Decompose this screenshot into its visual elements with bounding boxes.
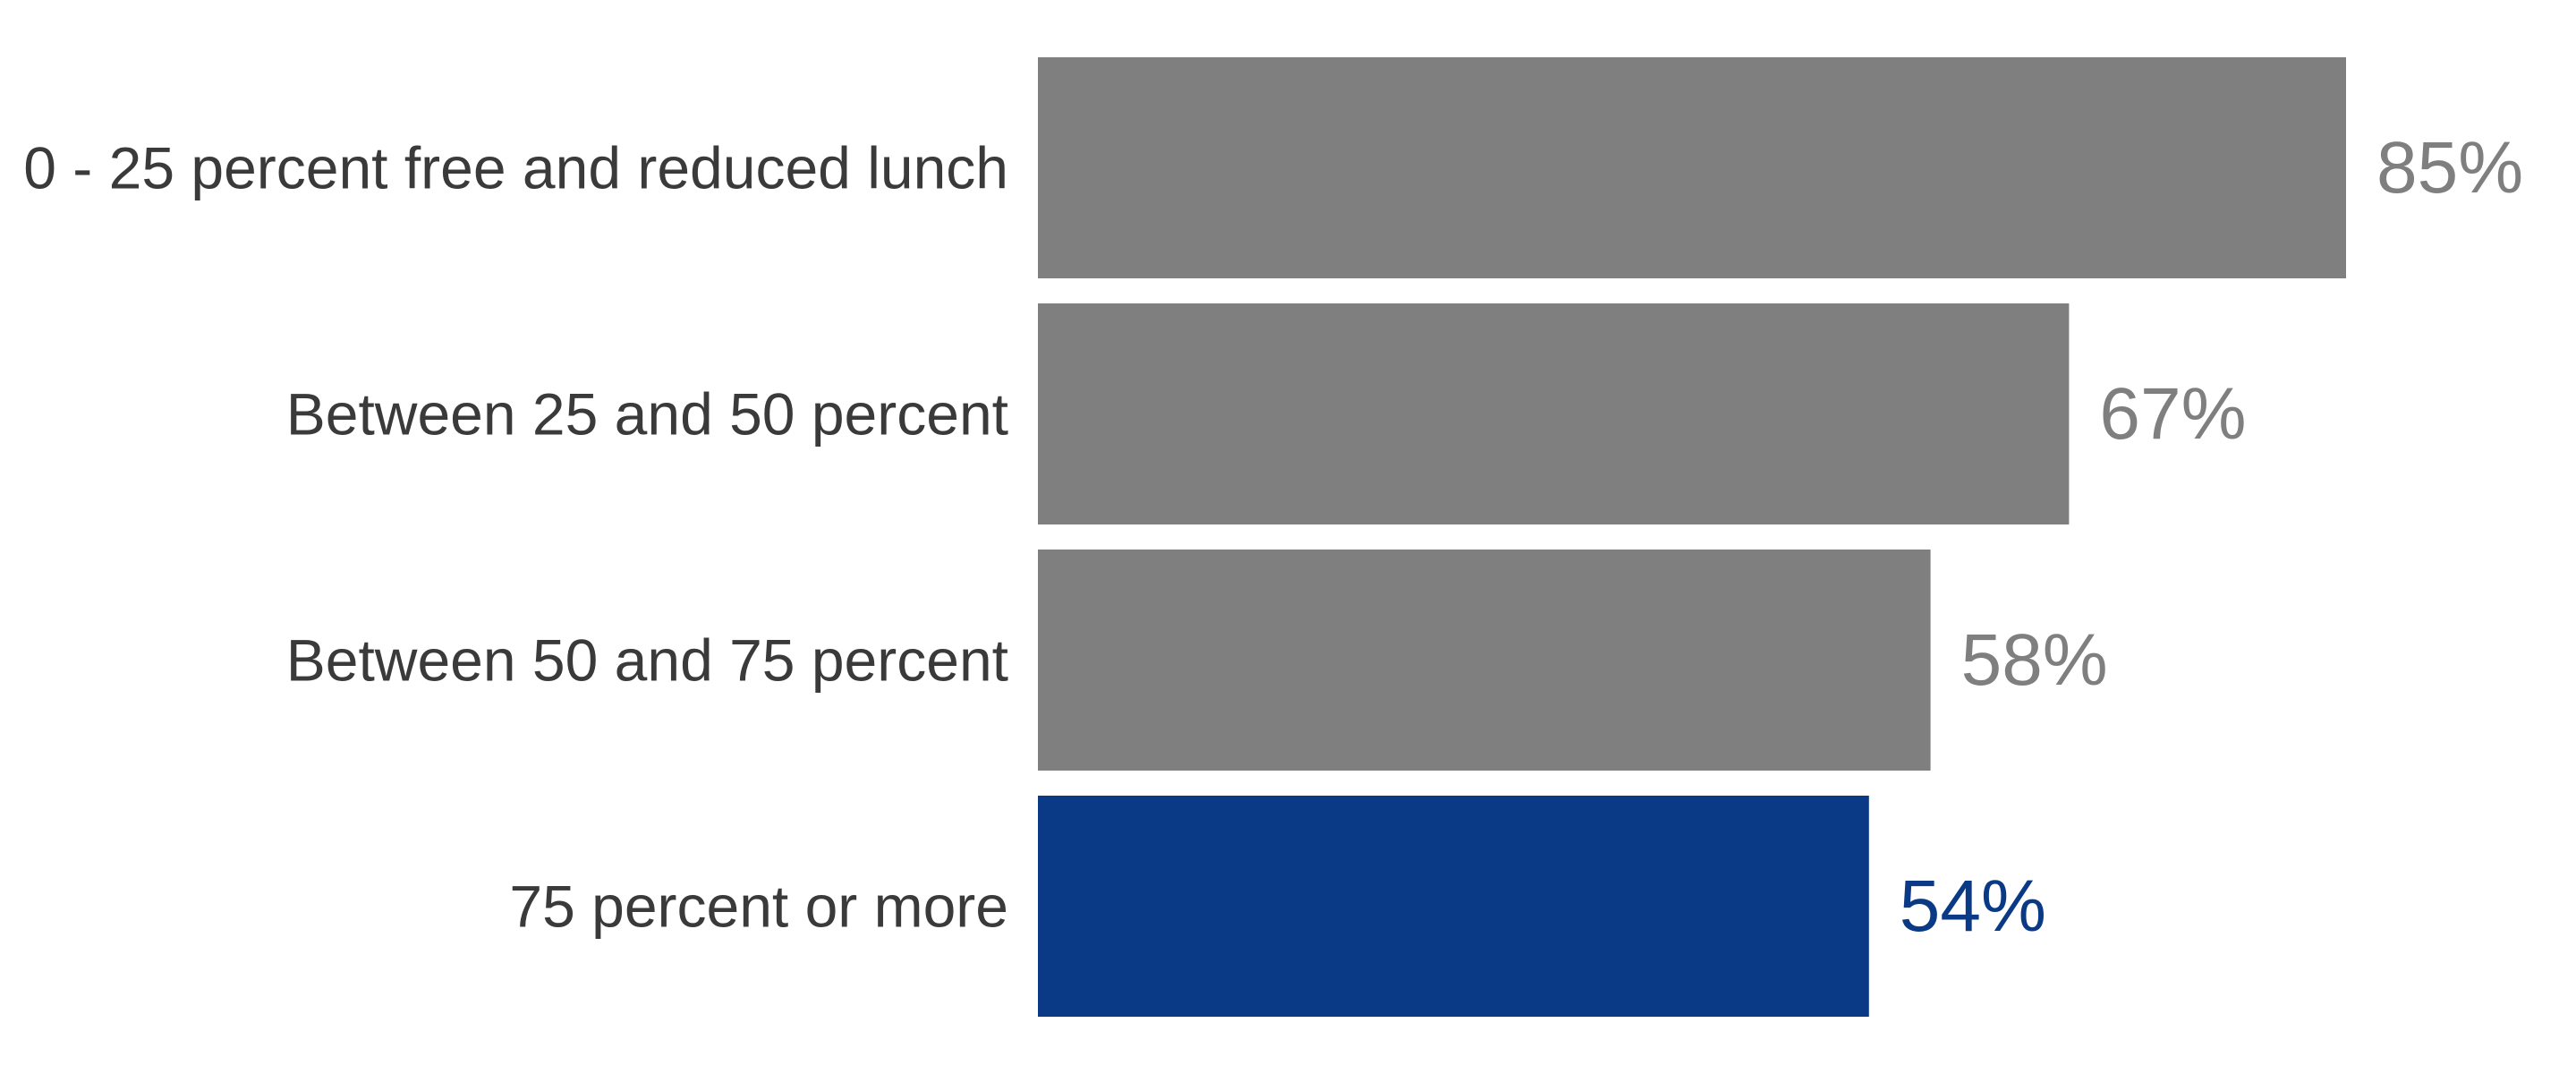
category-label-2: Between 25 and 50 percent xyxy=(286,381,1008,448)
bar-1 xyxy=(1038,57,2346,278)
value-label-1: 85% xyxy=(2376,127,2523,209)
bar-group xyxy=(1038,57,2346,1017)
category-label-4: 75 percent or more xyxy=(509,874,1008,940)
bar-3 xyxy=(1038,550,1931,771)
value-label-3: 58% xyxy=(1961,619,2108,701)
category-label-group: 0 - 25 percent free and reduced lunch Bet… xyxy=(23,135,1008,940)
category-label-3: Between 50 and 75 percent xyxy=(286,627,1008,694)
value-label-group: 85% 67% 58% 54% xyxy=(1900,127,2523,947)
category-label-1: 0 - 25 percent free and reduced lunch xyxy=(23,135,1008,201)
value-label-4: 54% xyxy=(1900,865,2046,947)
bar-2 xyxy=(1038,303,2070,524)
value-label-2: 67% xyxy=(2099,373,2246,455)
bar-4 xyxy=(1038,796,1869,1017)
